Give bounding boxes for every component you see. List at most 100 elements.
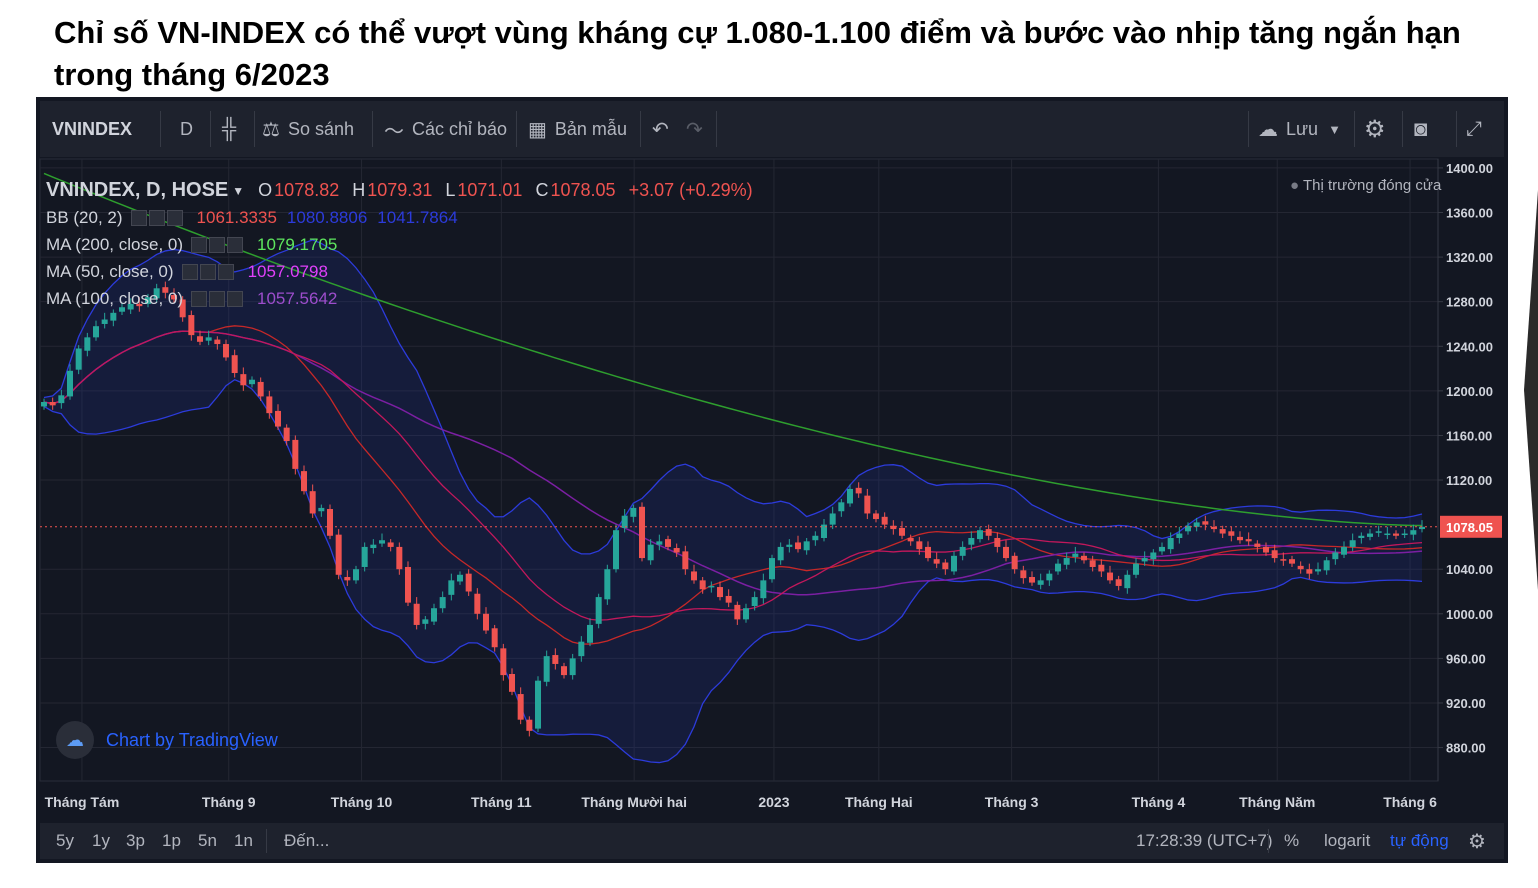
screenshot-button[interactable]: ◙ [1414,101,1435,157]
x-tick-label: Tháng Năm [1239,794,1315,810]
tradingview-watermark[interactable]: ☁ Chart by TradingView [56,721,278,759]
candle-body [327,509,333,536]
bb-lower-value: 1041.7864 [377,207,458,227]
candle-body [708,585,715,588]
save-button[interactable]: ☁ Lưu ▼ [1258,101,1341,157]
candle-body [1332,552,1339,560]
candle-body [1055,563,1061,572]
candle-body [387,542,394,547]
headline: Chỉ số VN-INDEX có thể vượt vùng kháng c… [54,15,1461,92]
redo-button[interactable]: ↷ [686,101,711,157]
goto-date-button[interactable]: Đến... [284,831,330,850]
chart-style-button[interactable]: ╬ [222,101,244,157]
scale-settings-button[interactable]: ⚙ [1468,823,1486,859]
percent-toggle[interactable]: % [1284,831,1300,850]
candle-body [283,427,290,442]
x-tick-label: Tháng 3 [985,794,1039,810]
range-1p[interactable]: 1p [162,831,181,850]
log-toggle[interactable]: logarit [1324,831,1371,850]
range-5n[interactable]: 5n [198,831,217,850]
ma50-label[interactable]: MA (50, close, 0) [46,261,174,281]
range-5y[interactable]: 5y [56,831,74,850]
open-key: O [258,180,273,200]
bb-upper-value: 1080.8806 [286,207,368,227]
ma200-label[interactable]: MA (200, close, 0) [46,234,184,254]
candle-body [1133,563,1139,575]
ma100-label[interactable]: MA (100, close, 0) [46,288,184,308]
divider [372,111,373,147]
candle-body [985,529,992,536]
candle-body [110,312,117,321]
chevron-down-icon: ▼ [232,183,245,198]
candle-body [777,546,784,561]
interval-button[interactable]: D [180,118,193,139]
candle-body [474,593,481,614]
indicator-controls[interactable] [191,236,245,253]
candle-body [1297,565,1304,570]
candle-body [613,530,619,570]
ma100-value: 1057.5642 [257,288,338,308]
y-tick-label: 1160.00 [1446,428,1492,443]
fullscreen-button[interactable]: ⤢ [1466,101,1490,157]
x-tick-label: Tháng 4 [1132,794,1186,810]
ma200-value: 1079.1705 [257,234,338,254]
candle-body [58,395,65,404]
legend-symbol[interactable]: VNINDEX, D, HOSE [46,179,229,201]
indicators-button[interactable]: 〜 Các chỉ báo [384,101,507,157]
price-chart[interactable]: 1400.00 1360.00 1320.00 1280.00 1240.00 1200.… [36,157,1508,819]
x-tick-label: Tháng Tám [45,794,120,810]
candle-body [266,396,273,414]
indicator-controls[interactable] [130,209,185,226]
candle-body [344,577,351,581]
bb-basis-line [43,325,1423,645]
candle-body [673,548,680,553]
x-tick-label: 2023 [758,794,789,810]
symbol-selector[interactable]: VNINDEX [52,118,133,139]
y-tick-label: 1360.00 [1446,206,1493,221]
bb-lower-line [43,378,1423,764]
candle-body [413,603,420,625]
candle-body [812,535,819,541]
candle-body [1141,558,1148,562]
candle-body [84,337,91,351]
divider [210,111,211,147]
range-1y[interactable]: 1y [92,831,110,850]
gear-icon: ⚙ [1364,115,1386,143]
candle-body [855,487,862,494]
candle-body [275,410,281,427]
templates-icon: ▦ [528,118,547,141]
auto-scale-toggle[interactable]: tự động [1390,831,1449,850]
candle-body [968,537,975,545]
candle-body [465,573,472,592]
range-3p[interactable]: 3p [126,831,145,850]
legend-ma200-row: MA (200, close, 0) 1079.1705 [46,231,761,258]
templates-button[interactable]: ▦ Bản mẫu [528,101,627,157]
candle-body [379,540,385,544]
candle-body [691,571,697,581]
indicator-controls[interactable] [181,263,236,280]
candle-body [1271,550,1278,559]
candle-body [1280,559,1287,561]
candle-body [1323,560,1330,571]
watermark-label: Chart by TradingView [106,729,278,750]
candle-body [1159,546,1165,552]
candle-body [821,524,827,538]
candle-body [734,604,741,620]
candle-body [543,656,550,682]
bb-label[interactable]: BB (20, 2) [46,207,123,227]
candle-body [1115,579,1122,586]
candle-body [769,558,775,580]
divider [254,111,255,147]
candle-body [1029,577,1035,583]
candle-body [699,580,706,590]
bb-basis-value: 1061.3335 [196,207,277,227]
settings-button[interactable]: ⚙ [1364,101,1394,157]
compare-button[interactable]: ⚖ So sánh [262,101,354,157]
indicator-controls[interactable] [191,290,245,307]
range-1n[interactable]: 1n [234,831,253,850]
candle-body [257,381,264,397]
candle-body [647,544,654,561]
candle-body [838,502,845,512]
bb-upper-line [43,239,1423,555]
undo-button[interactable]: ↶ [652,101,677,157]
